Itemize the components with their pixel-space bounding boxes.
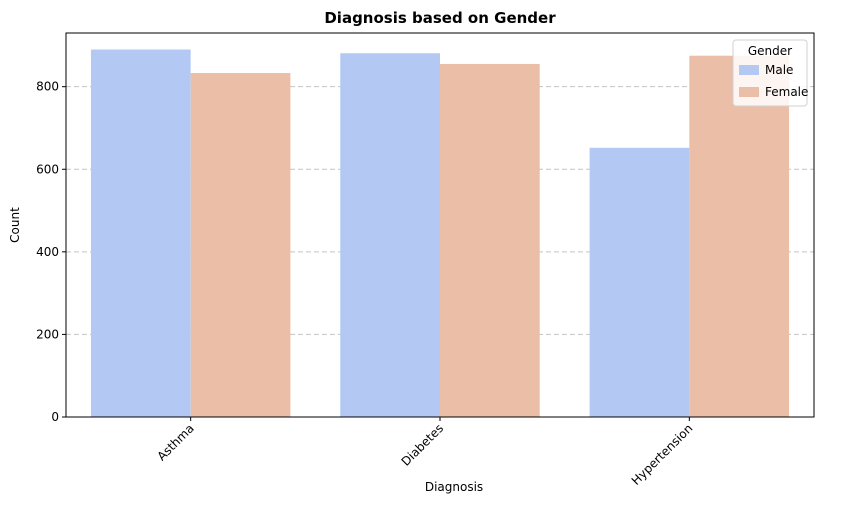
y-tick-label: 400 bbox=[36, 245, 59, 259]
legend-swatch-female bbox=[739, 87, 759, 97]
y-tick-label: 0 bbox=[51, 410, 59, 424]
bar-hypertension-female bbox=[689, 55, 790, 417]
bar-asthma-female bbox=[190, 73, 291, 418]
legend: Gender Male Female bbox=[732, 39, 808, 107]
x-tick-label: Diabetes bbox=[399, 421, 447, 469]
bar-asthma-male bbox=[90, 49, 191, 418]
bar-hypertension-male bbox=[589, 147, 690, 417]
bar-diabetes-male bbox=[340, 53, 440, 417]
chart-title: Diagnosis based on Gender bbox=[324, 9, 556, 27]
legend-label-male: Male bbox=[765, 63, 793, 77]
y-axis: 0 200 400 600 800 bbox=[36, 80, 66, 424]
y-tick-label: 200 bbox=[36, 327, 59, 341]
y-tick-label: 800 bbox=[36, 80, 59, 94]
legend-label-female: Female bbox=[765, 85, 808, 99]
legend-swatch-male bbox=[739, 65, 759, 75]
x-tick-label: Hypertension bbox=[629, 421, 696, 488]
legend-title: Gender bbox=[748, 44, 792, 58]
x-tick-label: Asthma bbox=[154, 421, 196, 463]
x-axis-label: Diagnosis bbox=[425, 480, 483, 494]
y-tick-label: 600 bbox=[36, 162, 59, 176]
y-axis-label: Count bbox=[8, 207, 22, 243]
x-axis: Asthma Diabetes Hypertension bbox=[154, 417, 695, 488]
bar-diabetes-female bbox=[440, 63, 540, 417]
bars bbox=[90, 49, 790, 418]
